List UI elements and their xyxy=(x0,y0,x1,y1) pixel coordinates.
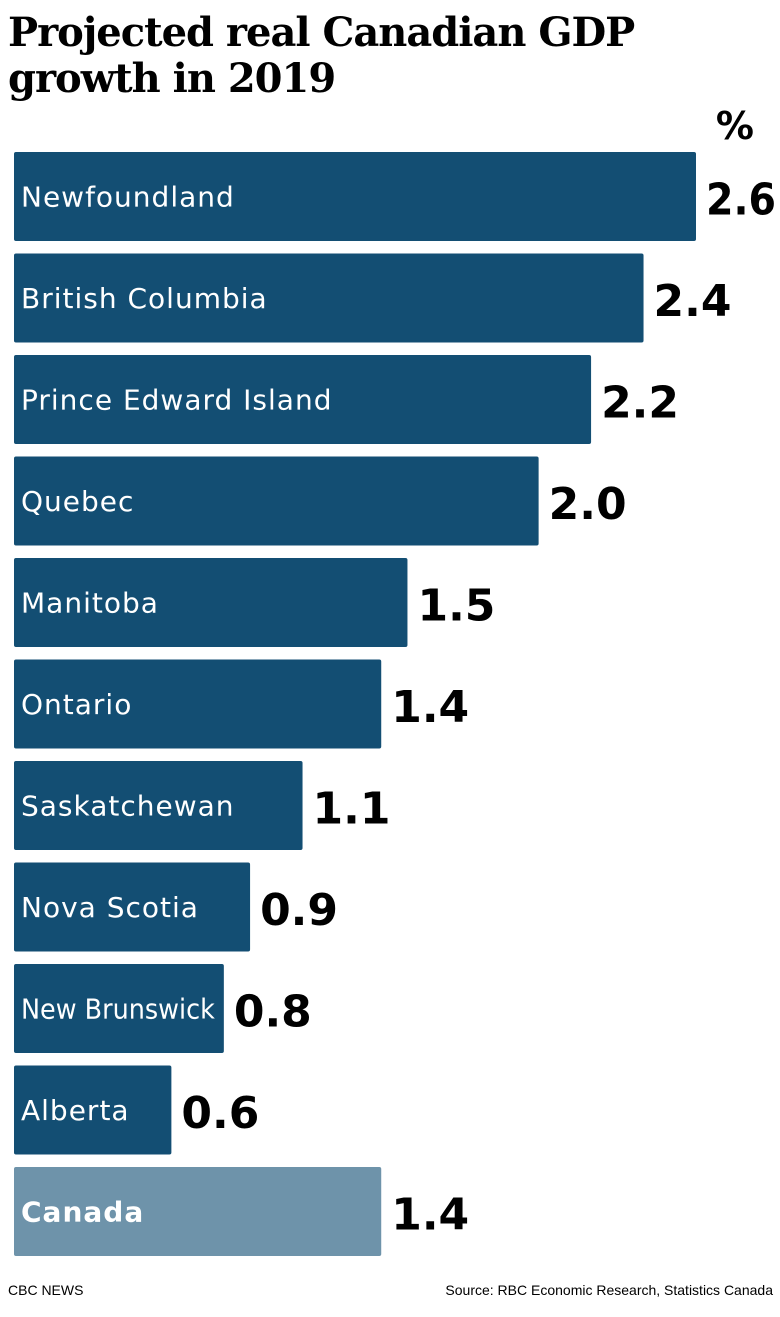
category-label: Nova Scotia xyxy=(21,891,199,924)
bar-canada xyxy=(14,1167,382,1256)
value-label: 1.1 xyxy=(313,784,391,835)
value-label: 1.5 xyxy=(417,581,495,632)
category-label: Ontario xyxy=(21,688,132,721)
category-label: British Columbia xyxy=(21,282,268,315)
bar-quebec xyxy=(14,456,539,546)
category-label: Manitoba xyxy=(21,587,159,620)
value-label: 1.4 xyxy=(391,682,469,733)
bar-ontario xyxy=(14,659,382,749)
value-label: 2.6 xyxy=(706,175,776,226)
category-label: Canada xyxy=(21,1196,144,1229)
bar-prince-edward-island xyxy=(14,355,592,444)
category-label: Prince Edward Island xyxy=(21,384,332,417)
bar-new-brunswick xyxy=(14,964,224,1053)
value-label: 0.8 xyxy=(234,987,312,1038)
value-label: 1.4 xyxy=(391,1190,469,1241)
source-label: Source: RBC Economic Research, Statistic… xyxy=(445,1282,773,1298)
category-label: New Brunswick xyxy=(21,993,216,1026)
bar-saskatchewan xyxy=(14,761,303,850)
credit-label: CBC NEWS xyxy=(8,1282,84,1298)
bar-manitoba xyxy=(14,558,408,647)
value-label: 2.2 xyxy=(601,378,679,429)
bar-nova-scotia xyxy=(14,862,251,952)
value-label: 2.0 xyxy=(549,479,627,530)
value-label: 2.4 xyxy=(654,276,732,327)
chart-title: Projected real Canadian GDP growth in 20… xyxy=(8,9,635,102)
bar-british-columbia xyxy=(14,253,644,343)
category-label: Quebec xyxy=(21,485,134,518)
unit-label: % xyxy=(715,104,754,148)
value-label: 0.6 xyxy=(181,1088,259,1139)
bar-alberta xyxy=(14,1065,172,1155)
category-label: Newfoundland xyxy=(21,181,235,214)
bar-newfoundland xyxy=(14,152,696,241)
value-label: 0.9 xyxy=(260,885,338,936)
category-label: Saskatchewan xyxy=(21,790,235,823)
category-label: Alberta xyxy=(21,1094,130,1127)
